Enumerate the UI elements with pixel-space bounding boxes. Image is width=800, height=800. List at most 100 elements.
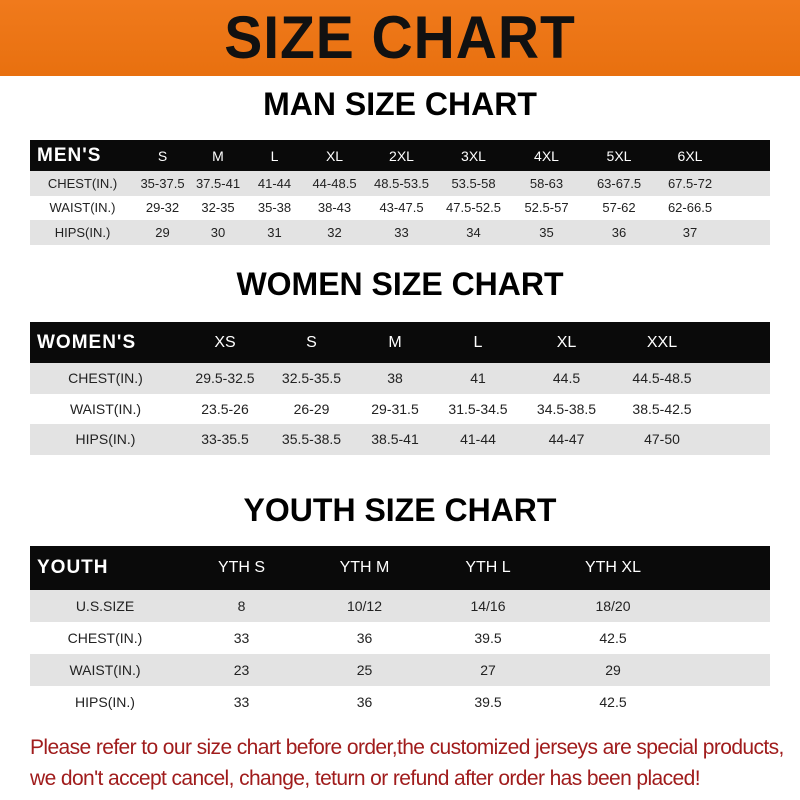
row-label: WAIST(IN.) <box>69 400 142 417</box>
table-cell: 67.5-72 <box>667 175 713 191</box>
table-cell: 25 <box>356 662 373 678</box>
table-row: U.S.SIZE 8 10/12 14/16 18/20 <box>30 590 770 622</box>
table-cell: 36 <box>611 224 627 240</box>
table-cell: 41-44 <box>460 431 496 448</box>
table-cell: 44.5-48.5 <box>632 370 692 387</box>
table-cell: 36 <box>356 630 373 646</box>
row-label: CHEST(IN.) <box>67 630 143 646</box>
women-size-table: WOMEN'S XS S M L XL XXL CHEST(IN.) 29.5-32.5 32.5… <box>30 322 770 455</box>
table-header: MEN'S S M L XL 2XL 3XL 4XL 5XL 6XL <box>30 140 770 171</box>
table-cell: 42.5 <box>599 630 627 646</box>
table-cell: 62-66.5 <box>667 200 713 216</box>
row-label: WOMEN'S <box>37 331 137 353</box>
table-cell: 29 <box>605 662 621 678</box>
table-cell: L <box>473 333 483 351</box>
row-label: HIPS(IN.) <box>75 431 136 448</box>
table-cell: YTH XL <box>584 559 641 576</box>
table-cell: YTH S <box>217 559 266 576</box>
table-cell: S <box>157 147 168 164</box>
banner-title: SIZE CHART <box>224 4 576 71</box>
table-cell: 38-43 <box>317 200 352 216</box>
table-cell: 52.5-57 <box>524 200 569 216</box>
table-cell: 35.5-38.5 <box>281 431 342 448</box>
row-label: YOUTH <box>37 557 109 578</box>
table-cell: 29 <box>155 224 170 240</box>
table-cell: 35-38 <box>257 200 292 216</box>
table-cell: 33-35.5 <box>201 431 249 448</box>
table-cell: 31 <box>267 224 282 240</box>
table-cell: 18/20 <box>595 598 631 614</box>
table-cell: 38 <box>387 370 403 387</box>
table-cell: 4XL <box>534 147 559 164</box>
men-title: MAN SIZE CHART <box>263 86 537 122</box>
table-cell: 32-35 <box>201 200 235 216</box>
row-label: HIPS(IN.) <box>54 224 111 240</box>
youth-title: YOUTH SIZE CHART <box>243 492 557 528</box>
table-cell: 41 <box>470 370 486 387</box>
table-cell: 63-67.5 <box>596 175 642 191</box>
table-cell: S <box>306 333 317 351</box>
table-cell: 3XL <box>461 147 486 164</box>
notice-line-2: we don't accept cancel, change, teturn o… <box>30 767 701 790</box>
table-cell: 34.5-38.5 <box>536 400 597 417</box>
table-cell: 41-44 <box>257 175 292 191</box>
table-cell: 47.5-52.5 <box>446 200 501 216</box>
row-label: CHEST(IN.) <box>47 175 118 191</box>
youth-size-table: YOUTH YTH S YTH M YTH L YTH XL U.S.SIZE 8 10/12… <box>30 546 770 718</box>
table-cell: 26-29 <box>293 400 330 417</box>
row-label: WAIST(IN.) <box>49 200 116 216</box>
table-cell: 5XL <box>606 147 632 164</box>
men-size-table: MEN'S S M L XL 2XL 3XL 4XL 5XL 6XL CHEST(IN.) 35-37… <box>30 140 770 245</box>
table-cell: 39.5 <box>474 630 502 646</box>
table-cell: 33 <box>233 694 250 710</box>
row-label: WAIST(IN.) <box>69 662 141 678</box>
table-cell: 32.5-35.5 <box>281 370 342 387</box>
table-header: YOUTH YTH S YTH M YTH L YTH XL <box>30 546 770 590</box>
table-cell: 36 <box>356 694 373 710</box>
table-cell: 37 <box>682 224 698 240</box>
order-notice: Please refer to our size chart before or… <box>30 732 790 794</box>
table-cell: 10/12 <box>346 598 383 614</box>
table-cell: 38.5-41 <box>371 431 419 448</box>
table-row: HIPS(IN.) 33 36 39.5 42.5 <box>30 686 770 718</box>
table-cell: 29-31.5 <box>371 400 419 417</box>
table-row: CHEST(IN.) 29.5-32.5 32.5-35.5 38 41 44.5 44.5… <box>30 363 770 394</box>
table-cell: 48.5-53.5 <box>374 175 429 191</box>
table-cell: YTH L <box>465 559 511 576</box>
table-header: WOMEN'S XS S M L XL XXL <box>30 322 770 363</box>
table-cell: 29.5-32.5 <box>195 370 255 387</box>
table-row: CHEST(IN.) 35-37.5 37.5-41 41-44 44-48.5 48.5… <box>30 171 770 196</box>
table-row: WAIST(IN.) 23.5-26 26-29 29-31.5 31.5-34.5 34… <box>30 393 770 424</box>
table-cell: YTH M <box>339 559 390 576</box>
table-cell: 33 <box>233 630 250 646</box>
table-cell: 27 <box>480 662 496 678</box>
table-cell: XL <box>325 147 344 164</box>
table-row: WAIST(IN.) 23 25 27 29 <box>30 654 770 686</box>
table-cell: 14/16 <box>470 598 506 614</box>
table-cell: 32 <box>327 224 342 240</box>
table-cell: 29-32 <box>145 200 180 216</box>
table-cell: 37.5-41 <box>195 175 241 191</box>
table-cell: L <box>270 147 279 164</box>
banner: SIZE CHART <box>0 0 800 76</box>
row-label: CHEST(IN.) <box>68 370 143 387</box>
table-cell: 44-47 <box>548 431 585 448</box>
table-cell: 23 <box>233 662 250 678</box>
women-title: WOMEN SIZE CHART <box>236 266 564 302</box>
row-label: HIPS(IN.) <box>75 694 135 710</box>
table-cell: 44.5 <box>552 370 581 387</box>
table-cell: 57-62 <box>602 200 636 216</box>
table-cell: 8 <box>237 598 246 614</box>
table-cell: 58-63 <box>529 175 564 191</box>
table-cell: XXL <box>646 333 678 351</box>
table-cell: 35-37.5 <box>140 175 185 191</box>
table-cell: 39.5 <box>474 694 502 710</box>
table-cell: 43-47.5 <box>379 200 424 216</box>
table-cell: 2XL <box>389 147 414 164</box>
table-cell: 31.5-34.5 <box>448 400 508 417</box>
notice-line-1: Please refer to our size chart before or… <box>30 736 784 759</box>
table-cell: 35 <box>539 224 554 240</box>
table-cell: 33 <box>394 224 409 240</box>
table-cell: XS <box>214 333 236 351</box>
table-cell: 47-50 <box>644 431 680 448</box>
